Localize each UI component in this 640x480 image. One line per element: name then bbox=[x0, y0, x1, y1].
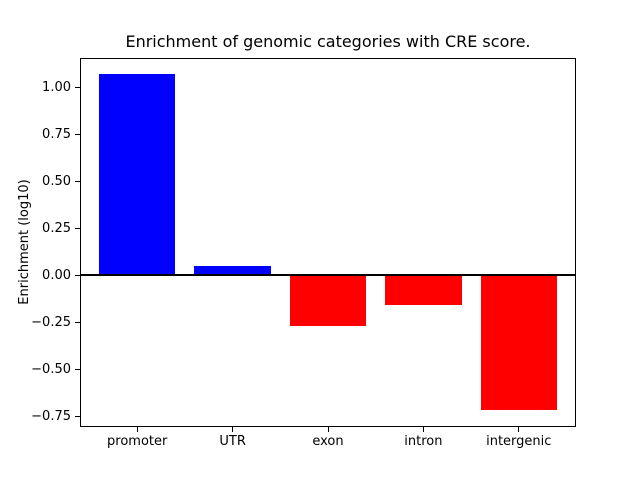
y-tick-mark bbox=[75, 415, 80, 417]
y-tick-label: −0.75 bbox=[31, 408, 71, 424]
x-tick-mark bbox=[422, 427, 424, 433]
chart-title: Enrichment of genomic categories with CR… bbox=[125, 32, 531, 51]
y-tick-label: 1.00 bbox=[42, 80, 71, 96]
bar-promoter bbox=[99, 74, 176, 276]
y-tick-mark bbox=[75, 227, 80, 229]
x-tick-mark bbox=[327, 427, 329, 433]
y-tick-mark bbox=[75, 274, 80, 276]
x-tick-label-exon: exon bbox=[312, 434, 344, 450]
y-tick-label: −0.25 bbox=[31, 314, 71, 330]
bar-intergenic bbox=[480, 275, 557, 411]
x-tick-label-promoter: promoter bbox=[107, 434, 168, 450]
y-tick-mark bbox=[75, 321, 80, 323]
bar-exon bbox=[289, 275, 367, 326]
y-tick-label: 0.25 bbox=[42, 220, 71, 236]
zero-line bbox=[80, 274, 576, 277]
x-tick-mark bbox=[232, 427, 234, 433]
x-tick-mark bbox=[518, 427, 520, 433]
y-tick-mark bbox=[75, 87, 80, 89]
y-tick-label: 0.50 bbox=[42, 173, 71, 189]
y-tick-mark bbox=[75, 180, 80, 182]
y-tick-label: −0.50 bbox=[31, 361, 71, 377]
x-tick-label-intron: intron bbox=[404, 434, 443, 450]
bar-intron bbox=[385, 275, 462, 306]
x-tick-label-utr: UTR bbox=[219, 434, 246, 450]
x-tick-label-intergenic: intergenic bbox=[486, 434, 552, 450]
y-tick-label: 0.75 bbox=[42, 126, 71, 142]
y-tick-mark bbox=[75, 133, 80, 135]
y-tick-mark bbox=[75, 368, 80, 370]
y-tick-label: 0.00 bbox=[42, 267, 71, 283]
x-tick-mark bbox=[136, 427, 138, 433]
bar-utr bbox=[194, 265, 271, 276]
